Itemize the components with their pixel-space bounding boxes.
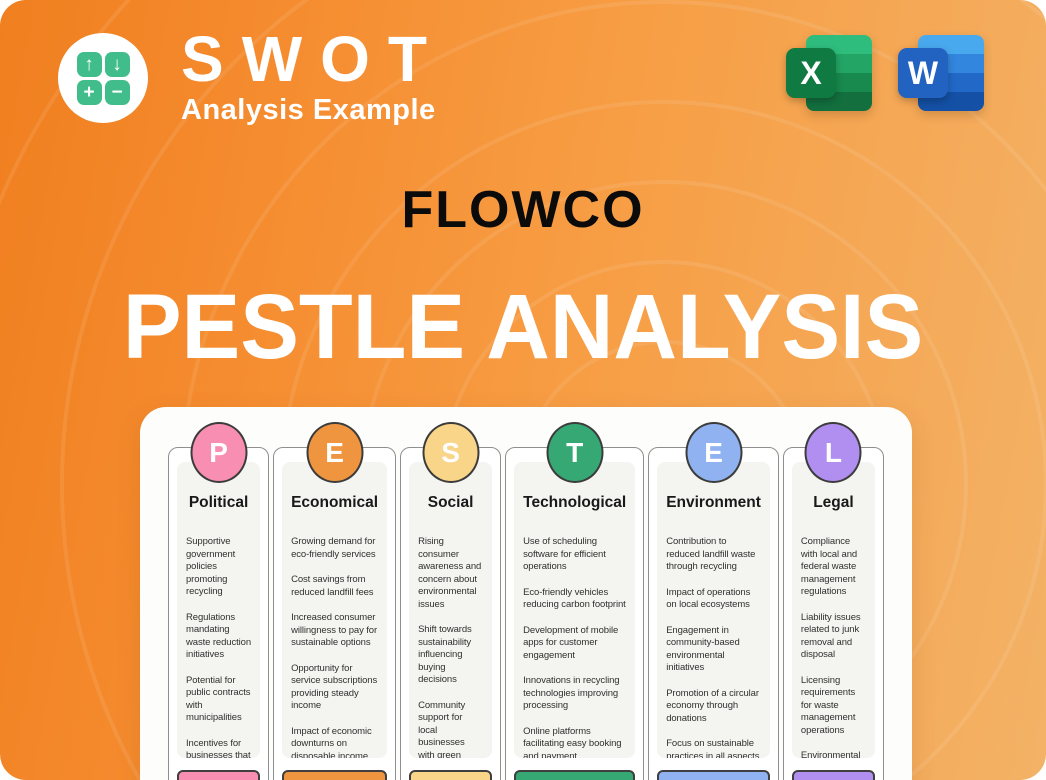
pestle-item: Increased consumer willingness to pay fo… [291,612,378,649]
pestle-item: Focus on sustainable practices in all as… [666,738,760,758]
letter-badge: P [190,422,248,483]
pestle-item: Promotion of a circular economy through … [666,687,759,724]
pestle-item: Impact of operations on local ecosystems [666,586,751,611]
company-name: FLOWCO [401,181,645,239]
letter-badge: L [804,422,862,483]
pestle-column: E Environment Contribution to reduced la… [648,422,779,780]
column-title: Technological [523,494,627,511]
pestle-item: Opportunity for service subscriptions pr… [291,662,378,712]
column-title: Economical [291,494,379,511]
pestle-item: Cost savings from reduced landfill fees [291,574,374,598]
pestle-column: L Legal Compliance with local and federa… [782,422,884,780]
column-body: Social Rising consumer awareness and con… [409,462,493,758]
column-color-bar [282,770,388,780]
down-arrow-icon: ↓ [104,51,130,77]
pestle-item: Liability issues related to junk removal… [800,611,861,661]
excel-letter-tile: X [786,48,836,98]
pestle-card: P Political Supportive government polici… [140,407,912,780]
excel-icon[interactable]: X [786,30,872,116]
column-color-bar [177,770,261,780]
column-items: Supportive government policies promoting… [186,536,251,758]
pestle-item: Online platforms facilitating easy booki… [523,725,622,758]
swot-logo: ↑ ↓ + − [58,33,148,123]
column-items: Rising consumer awareness and concern ab… [418,536,483,758]
logo-grid: ↑ ↓ + − [76,51,130,105]
pestle-item: Engagement in community-based environmen… [666,624,740,674]
pestle-item: Growing demand for eco-friendly services [291,536,376,560]
pestle-item: Use of scheduling software for efficient… [523,536,606,573]
minus-icon: − [104,79,130,105]
pestle-column: P Political Supportive government polici… [168,422,270,780]
column-color-bar [657,770,770,780]
plus-icon: + [76,79,102,105]
column-title: Social [427,494,474,511]
pestle-item: Regulations mandating waste reduction in… [186,611,252,661]
column-body: Economical Growing demand for eco-friend… [282,462,388,758]
column-title: Environment [666,494,761,511]
column-items: Use of scheduling software for efficient… [523,536,626,758]
column-color-bar [791,770,875,780]
brand-subtitle: Analysis Example [181,94,436,126]
column-items: Growing demand for eco-friendly services… [291,536,378,758]
column-title: Legal [813,494,854,511]
pestle-item: Contribution to reduced landfill waste t… [666,536,756,573]
pestle-item: Community support for local businesses w… [418,699,466,758]
column-body: Legal Compliance with local and federal … [791,462,875,758]
pestle-item: Environmental regulations around disposa… [800,750,861,758]
pestle-item: Impact of economic downturns on disposab… [291,725,372,758]
pestle-item: Potential for public contracts with muni… [186,674,251,724]
pestle-item: Supportive government policies promoting… [186,536,236,598]
pestle-item: Compliance with local and federal waste … [800,536,858,598]
word-icon[interactable]: W [898,30,984,116]
brand-title: SWOT [181,23,445,95]
pestle-item: Licensing requirements for waste managem… [800,674,856,736]
word-letter-tile: W [898,48,948,98]
pestle-item: Innovations in recycling technologies im… [523,675,620,712]
pestle-item: Eco-friendly vehicles reducing carbon fo… [523,586,626,611]
pestle-item: Development of mobile apps for customer … [523,624,619,661]
column-items: Compliance with local and federal waste … [801,536,866,758]
pestle-column: T Technological Use of scheduling softwa… [505,422,645,780]
column-body: Political Supportive government policies… [177,462,261,758]
letter-badge: S [422,422,480,483]
letter-badge: E [306,422,364,483]
letter-badge: E [685,422,743,483]
letter-badge: T [546,422,604,483]
pestle-item: Incentives for businesses that practice … [186,737,251,758]
brand-block: SWOT Analysis Example [181,27,445,127]
column-color-bar [514,770,636,780]
column-title: Political [188,494,249,511]
pestle-item: Shift towards sustainability influencing… [418,624,472,686]
pestle-column: E Economical Growing demand for eco-frie… [273,422,397,780]
column-color-bar [409,770,493,780]
column-items: Contribution to reduced landfill waste t… [666,536,761,758]
pestle-columns: P Political Supportive government polici… [168,422,884,780]
pestle-column: S Social Rising consumer awareness and c… [400,422,502,780]
page-title: PESTLE ANALYSIS [122,275,924,378]
pestle-item: Rising consumer awareness and concern ab… [418,536,482,610]
column-body: Environment Contribution to reduced land… [657,462,770,758]
file-format-badges: X W [786,30,984,116]
up-arrow-icon: ↑ [76,51,102,77]
column-body: Technological Use of scheduling software… [514,462,636,758]
